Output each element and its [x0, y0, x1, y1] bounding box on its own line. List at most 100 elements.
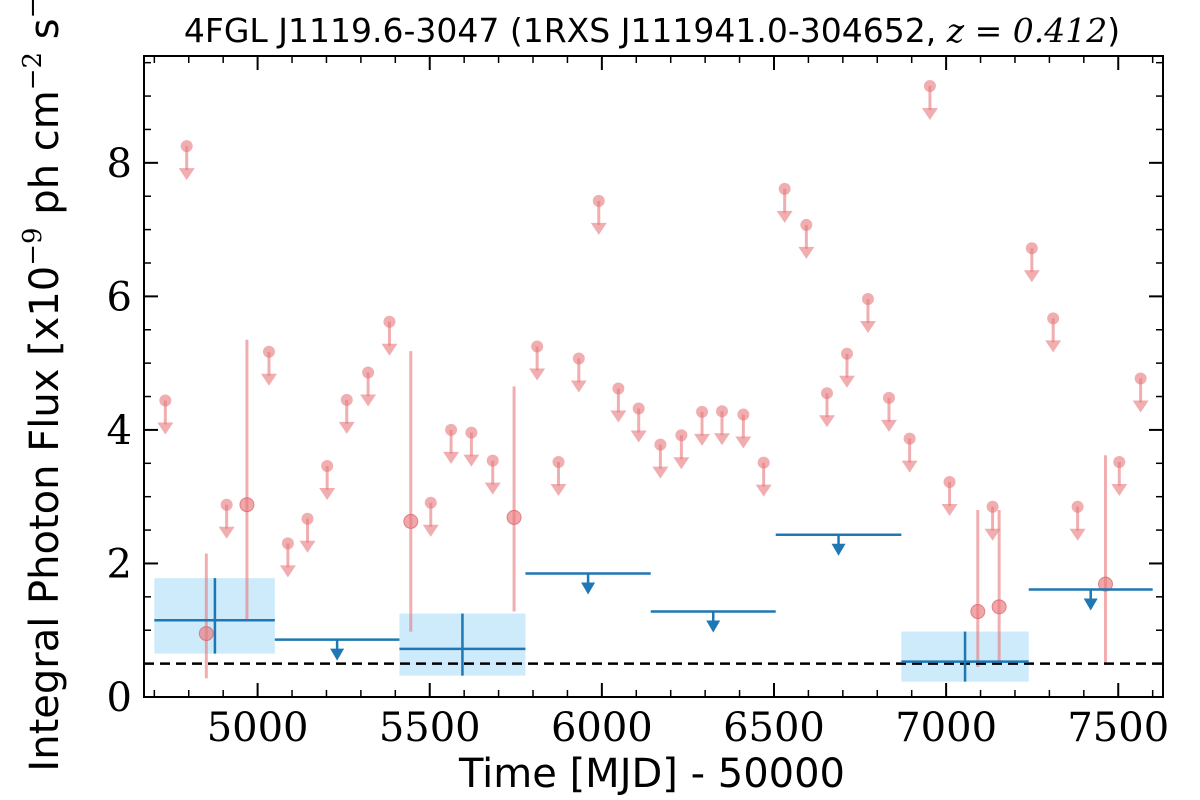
short-bin-ul-arrow	[610, 410, 627, 423]
short-bin-ul-point	[281, 537, 294, 550]
short-bin-ul-arrow	[921, 108, 938, 121]
short-bin-ul-arrow	[1023, 270, 1040, 283]
short-bin-ul-point	[1113, 455, 1126, 468]
x-tick-label: 7500	[1067, 705, 1169, 751]
short-bin-ul-arrow	[1111, 483, 1128, 496]
x-tick-label: 5500	[379, 705, 481, 751]
short-bin-point	[403, 513, 419, 529]
x-tick-label: 6000	[551, 705, 653, 751]
short-bin-ul-arrow	[652, 466, 669, 479]
short-bin-ul-arrow	[590, 222, 607, 235]
short-bin-ul-point	[696, 405, 709, 418]
short-bin-ul-arrow	[550, 483, 567, 496]
short-bin-ul-point	[632, 402, 645, 415]
short-bin-ul-point	[821, 387, 834, 400]
long-bin-ul-arrow	[706, 620, 721, 633]
short-bin-ul-arrow	[1132, 400, 1149, 413]
short-bin-ul-point	[592, 194, 605, 207]
long-bin-ul-arrow	[831, 543, 846, 556]
short-bin-ul-point	[220, 498, 233, 511]
short-bin-ul-point	[840, 347, 853, 360]
short-bin-ul-point	[445, 423, 458, 436]
short-bin-point	[991, 599, 1007, 615]
short-bin-ul-point	[654, 438, 667, 451]
x-axis-label: Time [MJD] - 50000	[458, 751, 845, 797]
short-bin-ul-point	[903, 432, 916, 445]
short-bin-ul-point	[1025, 242, 1038, 255]
short-bin-ul-arrow	[1069, 528, 1086, 541]
short-bin-ul-point	[159, 394, 172, 407]
short-bin-ul-point	[1134, 372, 1147, 385]
x-tick-label: 6500	[723, 705, 825, 751]
short-bin-ul-arrow	[673, 457, 690, 470]
short-bin-ul-point	[321, 459, 334, 472]
plot-area	[144, 80, 1163, 682]
short-bin-ul-arrow	[299, 540, 316, 553]
y-tick-label: 8	[107, 141, 132, 187]
short-bin-ul-arrow	[880, 419, 897, 432]
short-bin-ul-arrow	[157, 422, 174, 435]
y-tick-label: 4	[107, 408, 132, 454]
chart-title: 4FGL J1119.6-3047 (1RXS J111941.0-304652…	[184, 11, 1120, 50]
short-bin-point	[970, 604, 986, 620]
short-bin-ul-point	[531, 340, 544, 353]
short-bin-point	[506, 509, 522, 525]
short-bin-ul-arrow	[859, 321, 876, 334]
short-bin-ul-point	[923, 80, 936, 93]
short-bin-ul-arrow	[422, 524, 439, 537]
short-bin-ul-point	[861, 293, 874, 306]
short-bin-ul-arrow	[714, 433, 731, 446]
short-bin-ul-arrow	[463, 454, 480, 467]
short-bin-ul-point	[180, 140, 193, 153]
short-bin-ul-point	[552, 455, 565, 468]
data-layer	[144, 80, 1163, 682]
short-bin-ul-point	[362, 366, 375, 379]
long-bin-ul-arrow	[581, 582, 596, 595]
short-bin-ul-arrow	[694, 433, 711, 446]
short-bin-point	[198, 626, 214, 642]
short-bin-ul-point	[340, 393, 353, 406]
short-bin-ul-point	[800, 218, 813, 231]
short-bin-ul-point	[675, 429, 688, 442]
short-bin-ul-arrow	[178, 168, 195, 181]
y-axis-label: Integral Photon Flux [x10−9 ph cm−2 s−1]	[18, 0, 68, 772]
short-bin-ul-point	[612, 382, 625, 395]
short-bin-ul-point	[301, 512, 314, 525]
short-bin-ul-point	[572, 352, 585, 365]
short-bin-ul-point	[262, 345, 275, 358]
short-bin-ul-arrow	[570, 380, 587, 393]
short-bin-ul-point	[424, 496, 437, 509]
short-bin-ul-arrow	[798, 246, 815, 259]
short-bin-ul-point	[1071, 500, 1084, 513]
short-bin-ul-arrow	[901, 460, 918, 473]
short-bin-ul-arrow	[1045, 340, 1062, 353]
short-bin-ul-point	[943, 475, 956, 488]
short-bin-ul-arrow	[735, 436, 752, 449]
short-bin-ul-arrow	[360, 394, 377, 407]
short-bin-ul-arrow	[819, 415, 836, 428]
short-bin-ul-arrow	[443, 451, 460, 464]
long-bin-ul-arrow	[330, 648, 345, 661]
short-bin-ul-arrow	[630, 430, 647, 443]
axes: 5000 5500 6000 6500 7000 7500 0 2 4 6 8	[107, 55, 1169, 751]
short-bin-ul-point	[486, 454, 499, 467]
short-bin-ul-arrow	[260, 373, 277, 386]
short-bin-ul-arrow	[984, 528, 1001, 541]
short-bin-ul-point	[1047, 312, 1060, 325]
short-bin-point	[239, 497, 255, 513]
short-bin-ul-point	[716, 405, 729, 418]
short-bin-ul-arrow	[338, 421, 355, 434]
short-bin-ul-arrow	[838, 375, 855, 388]
short-bin-ul-arrow	[755, 484, 772, 497]
short-bin-ul-arrow	[279, 565, 296, 578]
short-bin-ul-point	[383, 315, 396, 328]
x-tick-label: 5000	[207, 705, 309, 751]
short-bin-ul-arrow	[529, 368, 546, 381]
short-bin-ul-arrow	[218, 526, 235, 539]
short-bin-ul-point	[465, 426, 478, 439]
short-bin-ul-point	[986, 500, 999, 513]
plot-frame	[143, 55, 1164, 698]
y-tick-label: 0	[107, 675, 132, 721]
short-bin-ul-point	[882, 391, 895, 404]
